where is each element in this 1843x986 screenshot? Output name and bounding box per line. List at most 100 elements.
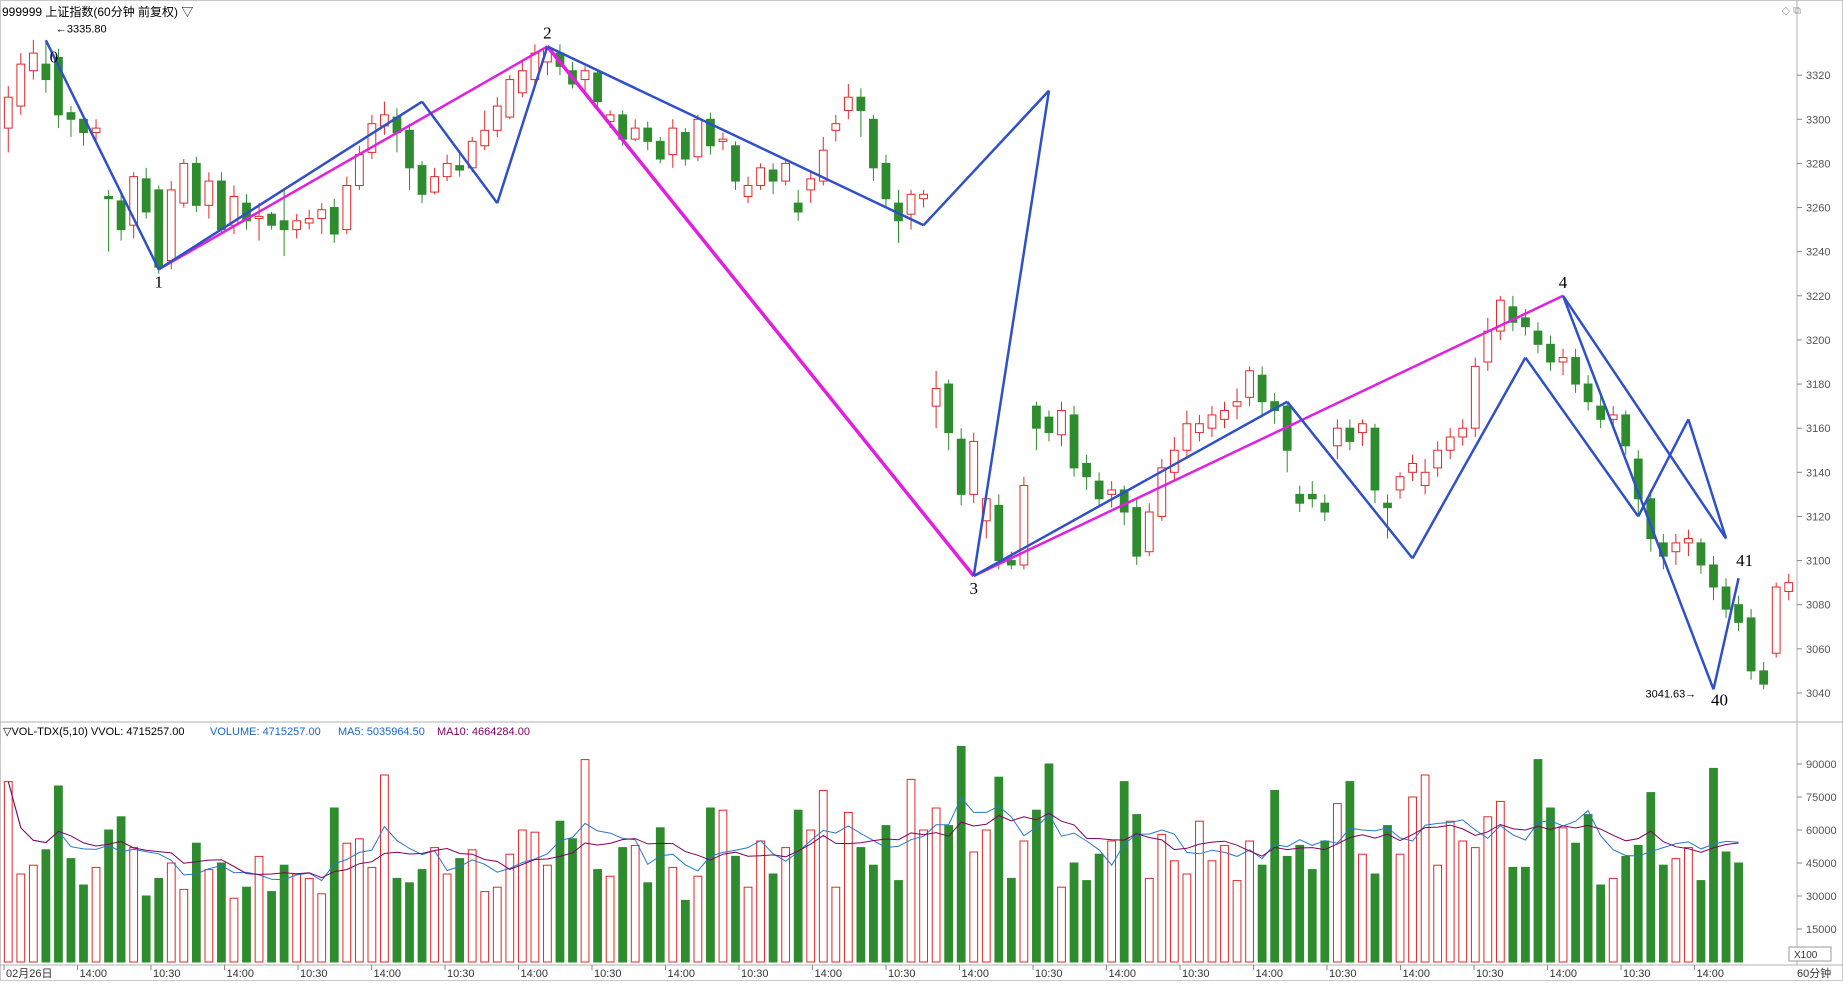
- candle-body: [1571, 357, 1580, 385]
- volume-bar: [1032, 809, 1041, 963]
- volume-bar: [430, 847, 439, 963]
- price-tick-label: 3200: [1806, 335, 1830, 347]
- volume-bar: [354, 838, 364, 963]
- volume-bar: [204, 869, 214, 963]
- candle-body: [1370, 427, 1380, 491]
- candle-body: [919, 193, 928, 200]
- wave-subline: [496, 46, 549, 204]
- candle-body: [693, 118, 703, 158]
- candle-body: [1245, 370, 1254, 398]
- candle-body: [1307, 493, 1317, 500]
- restore-icon[interactable]: ⧉: [1793, 5, 1801, 17]
- candle-body: [956, 438, 966, 495]
- volume-bar: [1495, 800, 1505, 963]
- time-tick-label: 10:30: [300, 968, 328, 980]
- wave-label-2: 2: [543, 23, 552, 42]
- volume-bar: [881, 825, 891, 963]
- max-price-marker: ←3335.80: [56, 23, 107, 35]
- candle-body: [680, 132, 690, 160]
- candle-body: [944, 383, 954, 434]
- candle-body: [1771, 586, 1781, 654]
- candle-body: [16, 63, 26, 107]
- volume-bar: [66, 858, 76, 963]
- volume-bar: [1144, 877, 1154, 963]
- candle-body: [405, 129, 414, 169]
- candle-body: [856, 96, 866, 111]
- candle-body: [1433, 449, 1443, 469]
- wave-subline: [158, 100, 423, 271]
- wave-label-1: 1: [154, 272, 163, 291]
- candle-body: [41, 63, 51, 81]
- candle-body: [66, 112, 76, 120]
- volume-bar: [104, 829, 113, 963]
- candle-body: [129, 176, 139, 226]
- wave-subline: [546, 45, 925, 227]
- candle-body: [1019, 485, 1029, 566]
- time-tick-label: 14:00: [1697, 968, 1725, 980]
- price-tick-label: 3080: [1806, 600, 1830, 612]
- volume-bar: [267, 891, 276, 963]
- candle-body: [1420, 471, 1430, 487]
- volume-bar: [1358, 853, 1367, 963]
- wave-subline: [1687, 418, 1728, 539]
- candle-body: [154, 189, 164, 268]
- candle-body: [1671, 542, 1681, 553]
- time-tick-label: 10:30: [1182, 968, 1210, 980]
- volume-bar: [981, 829, 991, 963]
- volume-bar: [680, 899, 690, 963]
- wave-label-0: 0: [50, 47, 59, 66]
- wave-subline: [421, 100, 499, 204]
- candle-body: [1495, 299, 1505, 332]
- candle-body: [54, 57, 63, 116]
- candle-body: [1295, 493, 1305, 504]
- window-controls[interactable]: ◇ ⧉: [1781, 5, 1801, 17]
- volume-bar: [1696, 880, 1706, 963]
- volume-bar: [1596, 884, 1606, 963]
- candle-body: [28, 52, 38, 72]
- wave-subline: [973, 400, 1288, 578]
- volume-bar: [568, 838, 577, 963]
- volume-bar: [1395, 853, 1405, 963]
- price-tick-label: 3320: [1806, 70, 1830, 82]
- volume-bar: [1420, 774, 1430, 963]
- wave-subline: [1712, 577, 1740, 690]
- candle-body: [843, 96, 853, 111]
- volume-bar: [329, 807, 339, 963]
- volume-bar: [655, 827, 665, 963]
- price-tick-label: 3240: [1806, 247, 1830, 259]
- volume-bar: [1270, 789, 1280, 963]
- volume-bar: [1232, 880, 1242, 963]
- candle-body: [292, 220, 302, 231]
- candle-body: [442, 162, 452, 178]
- volume-bar: [1583, 814, 1593, 963]
- time-tick-label: 14:00: [80, 968, 108, 980]
- volume-bar: [1684, 847, 1693, 963]
- candle-body: [1533, 330, 1543, 345]
- price-tick-label: 3100: [1806, 556, 1830, 568]
- volume-bar: [166, 862, 176, 963]
- candle-body: [354, 154, 364, 186]
- wave-label-41: 41: [1736, 551, 1753, 570]
- volume-bar: [580, 759, 590, 963]
- candle-body: [1082, 462, 1091, 478]
- volume-bar: [1709, 767, 1718, 963]
- candle-body: [1257, 374, 1267, 403]
- volume-bar: [1383, 825, 1392, 963]
- wave-line-1-2: [158, 45, 549, 271]
- volume-bar: [41, 849, 51, 963]
- wave-line-2-3: [546, 45, 976, 578]
- volume-bar: [1282, 855, 1292, 963]
- price-tick-label: 3220: [1806, 291, 1830, 303]
- candle-body: [994, 504, 1004, 562]
- time-tick-label: 10:30: [888, 968, 916, 980]
- volume-bar: [1169, 860, 1179, 963]
- candle-body: [417, 165, 427, 195]
- volume-indicator-name: ▽VOL-TDX(5,10) VVOL: 4715257.00: [3, 726, 185, 738]
- candle-body: [191, 162, 201, 206]
- volume-bar: [1195, 820, 1204, 963]
- wave-label-40: 40: [1711, 690, 1728, 709]
- volume-bar: [906, 778, 916, 963]
- wave-subline: [1562, 295, 1728, 540]
